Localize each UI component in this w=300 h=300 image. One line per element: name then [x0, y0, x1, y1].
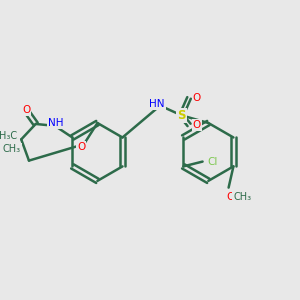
- Text: O: O: [77, 142, 85, 152]
- Text: O: O: [193, 120, 201, 130]
- Text: H₃C: H₃C: [0, 130, 17, 140]
- Text: O: O: [193, 93, 201, 103]
- Text: Cl: Cl: [207, 157, 217, 166]
- Text: S: S: [177, 109, 186, 122]
- Text: O: O: [226, 192, 235, 202]
- Text: CH₃: CH₃: [2, 144, 21, 154]
- Text: O: O: [22, 105, 30, 116]
- Text: NH: NH: [48, 118, 64, 128]
- Text: CH₃: CH₃: [233, 192, 251, 202]
- Text: HN: HN: [149, 99, 165, 109]
